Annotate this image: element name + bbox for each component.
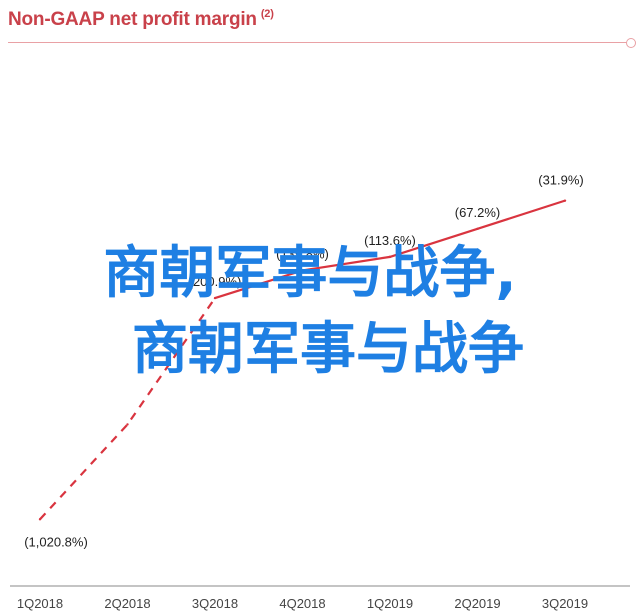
title-divider (8, 42, 630, 43)
x-tick-label: 1Q2018 (17, 596, 63, 611)
x-tick-label: 3Q2018 (192, 596, 238, 611)
data-point (388, 255, 392, 259)
data-label: (31.9%) (538, 173, 584, 188)
x-axis: 1Q2018 2Q2018 3Q2018 4Q2018 1Q2019 2Q2019 3Q20… (10, 585, 630, 611)
x-tick-label: 2Q2018 (104, 596, 150, 611)
data-point (301, 269, 304, 272)
data-point (476, 227, 479, 231)
data-point (213, 296, 217, 300)
x-tick-label: 4Q2018 (279, 596, 325, 611)
data-label: (67.2%) (455, 205, 501, 220)
chart-title: Non-GAAP net profit margin (2) (8, 8, 274, 31)
data-label: (113.6%) (364, 233, 416, 248)
chart-title-text: Non-GAAP net profit margin (8, 9, 257, 30)
data-label: (200.9%) (189, 274, 242, 289)
x-tick-label: 1Q2019 (367, 596, 413, 611)
data-point (38, 518, 42, 521)
series-line-dashed (39, 297, 216, 521)
watermark-text-line-1: 商朝军事与战争, (103, 241, 517, 306)
data-label-layer: (1,020.8%) (200.9%) (139.8%) (113.6%) (67.2%… (24, 173, 584, 550)
data-label: (1,020.8%) (24, 534, 88, 549)
title-divider-end-dot (626, 38, 636, 48)
x-tick-label: 2Q2019 (454, 596, 500, 611)
data-point (126, 423, 129, 426)
watermark-text-line-2: 商朝军事与战争 (132, 317, 524, 382)
series-layer (38, 199, 567, 521)
chart-title-footnote: (2) (260, 8, 274, 20)
data-label: (139.8%) (276, 246, 329, 261)
data-point (563, 199, 567, 202)
x-tick-label: 3Q2019 (542, 596, 588, 611)
